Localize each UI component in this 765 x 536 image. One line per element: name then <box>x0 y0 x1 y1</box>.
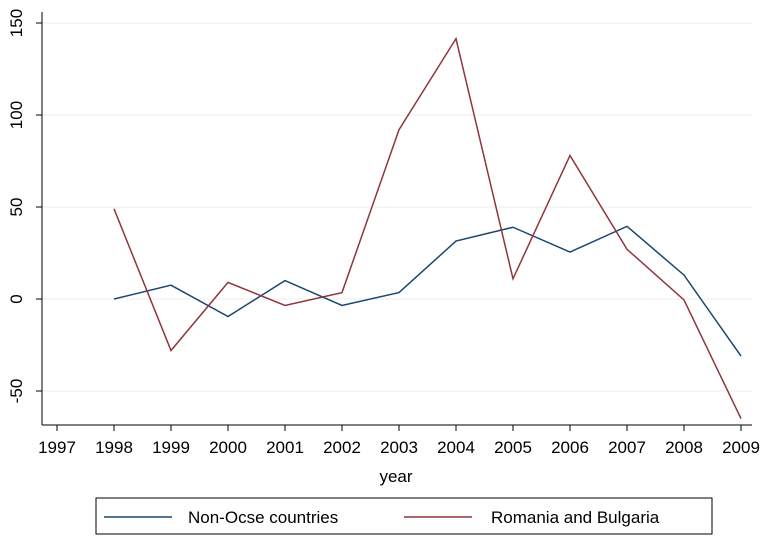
x-ticks: 1997 1998 1999 2000 2001 2002 2003 2004 2005 2006… <box>38 425 760 457</box>
axes <box>41 12 752 426</box>
series-lines <box>113 36 742 419</box>
x-tick-label-1998: 1998 <box>95 438 133 457</box>
series-line-romania-bulgaria <box>113 36 742 419</box>
x-tick-label-2006: 2006 <box>551 438 589 457</box>
x-tick-label-2009: 2009 <box>722 438 760 457</box>
x-tick-label-1997: 1997 <box>38 438 76 457</box>
x-axis-title: year <box>379 467 412 486</box>
series-line-non-ocse <box>113 225 742 357</box>
x-tick-label-2005: 2005 <box>494 438 532 457</box>
x-tick-label-2004: 2004 <box>437 438 475 457</box>
y-tick-label-100: 100 <box>7 101 26 129</box>
y-tick-label-50: 50 <box>7 198 26 217</box>
legend: Non-Ocse countries Romania and Bulgaria <box>95 497 713 535</box>
y-tick-label--50: -50 <box>7 379 26 404</box>
y-tick-label-150: 150 <box>7 9 26 37</box>
legend-label-romania-bulgaria: Romania and Bulgaria <box>491 508 660 527</box>
x-tick-label-2002: 2002 <box>323 438 361 457</box>
x-tick-label-2000: 2000 <box>209 438 247 457</box>
legend-box <box>95 497 713 535</box>
gridlines <box>42 22 752 392</box>
y-tick-label-0: 0 <box>7 294 26 303</box>
x-tick-label-2003: 2003 <box>380 438 418 457</box>
x-tick-label-2007: 2007 <box>608 438 646 457</box>
x-tick-label-2008: 2008 <box>665 438 703 457</box>
x-tick-label-1999: 1999 <box>152 438 190 457</box>
x-tick-label-2001: 2001 <box>266 438 304 457</box>
y-ticks: -50 0 50 100 150 <box>7 9 42 403</box>
legend-label-non-ocse: Non-Ocse countries <box>188 508 338 527</box>
